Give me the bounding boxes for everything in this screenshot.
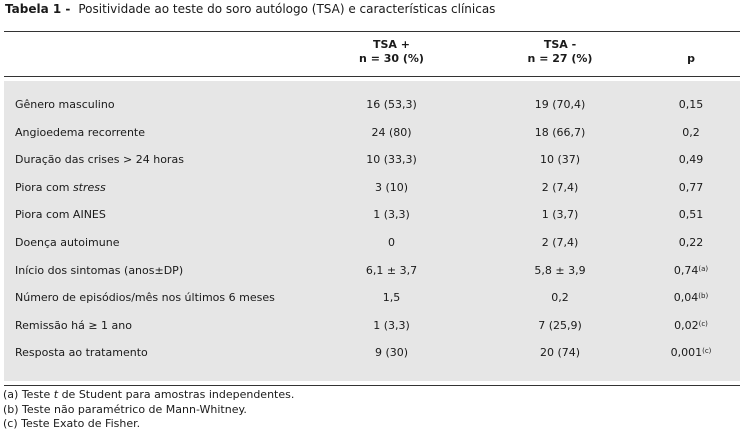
table-row: Remissão há ≥ 1 ano 1 (3,3) 7 (25,9) 0,02(c… [4,316,740,336]
table-row: Piora com AINES 1 (3,3) 1 (3,7) 0,51 [4,205,740,225]
cell-tsa-positive: 6,1 ± 3,7 [365,263,418,277]
cell-p-value: 0,51 [678,208,704,222]
footnote-marker: (a) [698,264,709,273]
header-tsa-negative-title: TSA - [543,38,577,51]
top-rule [4,31,740,32]
row-label: Gênero masculino [15,98,115,111]
table-body: Gênero masculino 16 (53,3) 19 (70,4) 0,15 An… [4,81,740,381]
table-row: Resposta ao tratamento 9 (30) 20 (74) 0,001… [4,343,740,363]
cell-tsa-positive: 1 (3,3) [373,208,410,222]
cell-p-value: 0,04(b) [673,291,709,305]
footnote-c: (c) Teste Exato de Fisher. [3,417,141,430]
cell-p-value: 0,74(a) [673,263,709,277]
row-label: Remissão há ≥ 1 ano [15,318,132,332]
row-label: Doença autoimune [15,236,120,249]
row-label: Piora com stress [15,180,106,194]
footnote-marker: (b) [698,292,709,301]
cell-tsa-negative: 19 (70,4) [534,98,586,111]
cell-tsa-negative: 2 (7,4) [541,180,579,194]
cell-p-value: 0,001(c) [670,346,712,360]
table-row: Duração das crises > 24 horas 10 (33,3) 10… [4,150,740,170]
cell-tsa-negative: 7 (25,9) [538,318,582,332]
cell-tsa-positive: 3 (10) [374,180,409,194]
table-row: Piora com stress 3 (10) 2 (7,4) 0,77 [4,178,740,198]
footnotes: (a) Teste t de Student para amostras ind… [3,388,294,432]
caption-label: Tabela 1 - [5,2,71,16]
table-caption: Tabela 1 - Positividade ao teste do soro … [5,1,495,17]
cell-tsa-negative: 10 (37) [539,153,581,167]
cell-p-value: 0,77 [678,180,704,194]
row-label: Início dos sintomas (anos±DP) [15,263,184,277]
table-row: Início dos sintomas (anos±DP) 6,1 ± 3,7 5,… [4,261,740,281]
cell-tsa-negative: 5,8 ± 3,9 [534,263,586,277]
header-tsa-positive-title: TSA + [373,38,410,51]
cell-tsa-positive: 1,5 [382,291,401,305]
header-rule [4,76,740,77]
header-tsa-positive: TSA + n = 30 (%) [334,38,449,66]
cell-tsa-negative: 2 (7,4) [541,236,579,249]
row-label: Número de episódios/mês nos últimos 6 me… [15,291,275,305]
cell-tsa-positive: 0 [388,236,395,249]
table-row: Número de episódios/mês nos últimos 6 me… [4,288,740,308]
cell-p-value: 0,2 [682,125,700,139]
cell-tsa-positive: 16 (53,3) [366,98,417,111]
cell-tsa-positive: 24 (80) [371,125,412,139]
caption-text: Positividade ao teste do soro autólogo (… [78,2,496,16]
cell-p-value: 0,02(c) [674,318,708,332]
footnote-a: (a) Teste t de Student para amostras ind… [3,388,295,401]
header-tsa-positive-n: n = 30 (%) [359,52,424,65]
cell-tsa-positive: 10 (33,3) [366,153,417,167]
cell-tsa-negative: 0,2 [551,291,569,305]
bottom-rule [4,385,740,386]
table-row: Gênero masculino 16 (53,3) 19 (70,4) 0,15 [4,95,740,115]
header-tsa-negative-n: n = 27 (%) [527,52,593,65]
cell-p-value: 0,15 [678,98,704,111]
cell-tsa-negative: 20 (74) [539,346,581,360]
cell-p-value: 0,49 [678,153,704,167]
cell-tsa-positive: 9 (30) [374,346,409,360]
cell-tsa-positive: 1 (3,3) [373,318,410,332]
footnote-marker: (c) [698,319,708,328]
row-label: Angioedema recorrente [15,125,145,139]
header-p: p [687,52,695,65]
row-label: Piora com AINES [15,208,106,222]
header-tsa-negative: TSA - n = 27 (%) [500,38,620,66]
footnote-b: (b) Teste não paramétrico de Mann-Whitne… [3,402,247,416]
row-label: Duração das crises > 24 horas [15,153,184,167]
cell-tsa-negative: 1 (3,7) [541,208,579,222]
table-row: Angioedema recorrente 24 (80) 18 (66,7) 0,2 [4,123,740,143]
table-header: TSA + n = 30 (%) TSA - n = 27 (%) p [4,36,740,72]
row-label: Resposta ao tratamento [15,346,148,360]
cell-tsa-negative: 18 (66,7) [534,125,586,139]
table-row: Doença autoimune 0 2 (7,4) 0,22 [4,233,740,253]
footnote-marker: (c) [702,347,712,356]
cell-p-value: 0,22 [678,236,704,249]
